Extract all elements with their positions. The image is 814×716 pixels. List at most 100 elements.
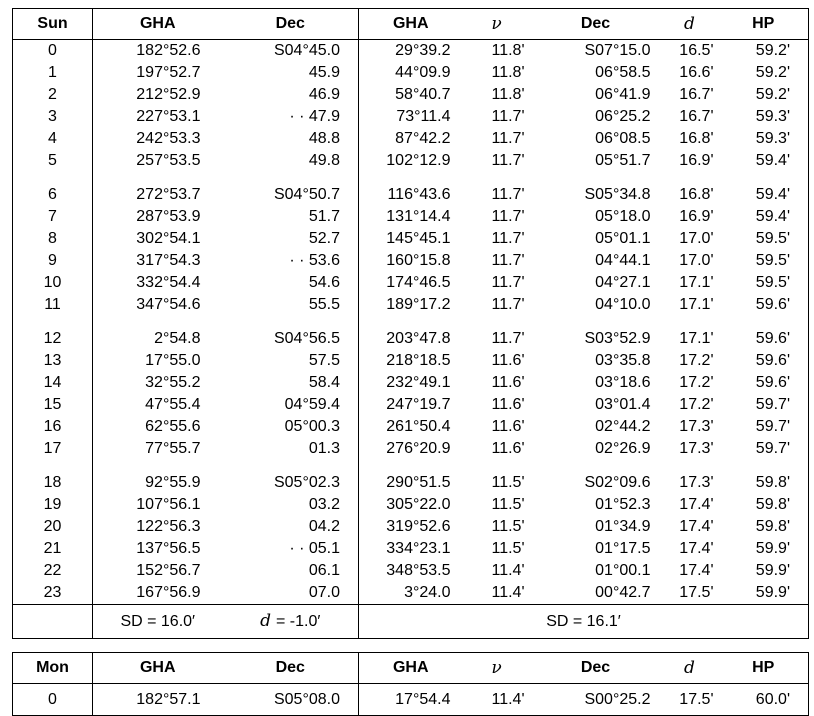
moon-d-cell: 16.8' [679, 130, 714, 147]
moon-gha-cell: 334°23.1 [386, 540, 451, 557]
sun-day-rows: 0 182°52.6 S04°45.0 29°39.2 11.8' S07°15.0 16.… [12, 39, 809, 605]
moon-dec-cell: 01°34.9 [595, 518, 651, 535]
moon-gha-cell: 232°49.1 [386, 374, 451, 391]
moon-nu-cell: 11.6' [491, 440, 525, 457]
moon-hp-cell: 59.5' [755, 252, 790, 269]
moon-gha-cell: 131°14.4 [386, 208, 451, 225]
moon-gha-cell: 203°47.8 [386, 330, 451, 347]
moon-sd-value: SD = 16.1′ [358, 604, 809, 639]
sun-gha-cell: 47°55.4 [145, 396, 201, 413]
moon-dec-cell: 03°01.4 [595, 396, 651, 413]
footer-spacer [12, 604, 93, 639]
moon-dec-cell: 05°18.0 [595, 208, 651, 225]
sun-dec-cell: 58.4 [222, 372, 359, 394]
moon-nu-header: ν [462, 8, 531, 40]
moon-hp-cell: 59.8' [755, 518, 790, 535]
moon-dec-cell: 00°42.7 [595, 584, 651, 601]
hour-row: 9 317°54.3 · · 53.6 160°15.8 11.7' 04°44.1 17.… [12, 250, 809, 272]
sun-gha-header: GHA [92, 8, 223, 40]
sun-gha-cell: 137°56.5 [136, 540, 201, 557]
hour-row: 5 257°53.5 49.8 102°12.9 11.7' 05°51.7 16.9' 59… [12, 150, 809, 172]
sun-gha-cell: 17°55.0 [145, 352, 201, 369]
moon-nu-cell: 11.6' [491, 396, 525, 413]
d-value: = -1.0′ [276, 613, 321, 630]
sun-dec-cell: S05°08.0 [222, 683, 359, 716]
moon-dec-cell: 06°41.9 [595, 86, 651, 103]
moon-gha-header: GHA [358, 8, 463, 40]
sun-dec-header: Dec [222, 8, 359, 40]
moon-hp-cell: 59.9' [755, 562, 790, 579]
moon-dec-cell: S00°25.2 [584, 690, 651, 708]
hour-row: 3 227°53.1 · · 47.9 73°11.4 11.7' 06°25.2 16.7… [12, 106, 809, 128]
hour-cell: 1 [12, 62, 93, 84]
sun-gha-cell: 32°55.2 [145, 374, 201, 391]
hour-cell: 7 [12, 206, 93, 228]
sun-dec-cell: 07.0 [222, 582, 359, 605]
moon-d-cell: 16.8' [679, 186, 714, 203]
moon-dec-cell: 03°18.6 [595, 374, 651, 391]
moon-nu-cell: 11.7' [491, 230, 525, 247]
moon-nu-cell: 11.5' [491, 518, 525, 535]
moon-nu-cell: 11.6' [491, 374, 525, 391]
sun-dec-cell: 45.9 [222, 62, 359, 84]
moon-d-header: d [660, 8, 719, 40]
moon-hp-cell: 59.4' [755, 208, 790, 225]
sun-dec-cell: 49.8 [222, 150, 359, 172]
moon-gha-cell: 73°11.4 [396, 108, 451, 125]
moon-hp-cell: 59.3' [755, 108, 790, 125]
moon-hp-cell: 59.5' [755, 230, 790, 247]
moon-d-cell: 17.1' [679, 330, 714, 347]
sun-dec-cell: 46.9 [222, 84, 359, 106]
moon-dec-cell: S05°34.8 [584, 186, 651, 203]
hour-cell: 18 [12, 460, 93, 494]
sun-dec-cell: 54.6 [222, 272, 359, 294]
moon-hp-header: HP [718, 652, 809, 684]
moon-dec-cell: 05°51.7 [595, 152, 651, 169]
hour-row: 23 167°56.9 07.0 3°24.0 11.4' 00°42.7 17.5' 59.… [12, 582, 809, 605]
moon-hp-cell: 59.9' [755, 584, 790, 601]
hour-row: 4 242°53.3 48.8 87°42.2 11.7' 06°08.5 16.8' 59.… [12, 128, 809, 150]
header-row: Sun GHA Dec GHA ν Dec d HP [12, 8, 809, 40]
moon-hp-cell: 59.8' [755, 496, 790, 513]
moon-hp-cell: 59.6' [755, 330, 790, 347]
moon-dec-cell: 03°35.8 [595, 352, 651, 369]
moon-dec-cell: 04°27.1 [595, 274, 651, 291]
moon-gha-cell: 218°18.5 [386, 352, 451, 369]
hour-row: 19 107°56.1 03.2 305°22.0 11.5' 01°52.3 17.4' 5… [12, 494, 809, 516]
sun-gha-header: GHA [92, 652, 223, 684]
hour-cell: 19 [12, 494, 93, 516]
moon-gha-cell: 189°17.2 [386, 296, 451, 313]
moon-dec-cell: S07°15.0 [584, 42, 651, 59]
sun-dec-cell: 57.5 [222, 350, 359, 372]
moon-gha-cell: 3°24.0 [404, 584, 451, 601]
moon-gha-cell: 102°12.9 [386, 152, 451, 169]
hour-cell: 4 [12, 128, 93, 150]
moon-hp-cell: 59.7' [755, 418, 790, 435]
moon-d-cell: 17.2' [679, 352, 714, 369]
moon-gha-cell: 305°22.0 [386, 496, 451, 513]
day-label: Mon [12, 652, 93, 684]
moon-dec-header: Dec [530, 8, 661, 40]
moon-d-cell: 17.3' [679, 440, 714, 457]
moon-gha-cell: 247°19.7 [386, 396, 451, 413]
moon-nu-cell: 11.5' [491, 474, 525, 491]
moon-nu-cell: 11.7' [491, 330, 525, 347]
hour-cell: 6 [12, 172, 93, 206]
moon-d-cell: 17.3' [679, 474, 714, 491]
hour-row: 0 182°57.1 S05°08.0 17°54.4 11.4' S00°25.2 17.… [12, 683, 809, 716]
sun-gha-cell: 317°54.3 [136, 252, 201, 269]
moon-gha-cell: 319°52.6 [386, 518, 451, 535]
sun-dec-cell: S04°56.5 [222, 316, 359, 350]
hour-cell: 11 [12, 294, 93, 316]
moon-hp-cell: 59.2' [755, 86, 790, 103]
moon-dec-cell: 01°17.5 [595, 540, 651, 557]
moon-gha-header: GHA [358, 652, 463, 684]
moon-d-cell: 16.6' [679, 64, 714, 81]
hour-row: 6 272°53.7 S04°50.7 116°43.6 11.7' S05°34.8 16… [12, 172, 809, 206]
moon-hp-cell: 59.7' [755, 396, 790, 413]
moon-nu-cell: 11.8' [491, 64, 525, 81]
moon-nu-header: ν [462, 652, 531, 684]
hour-row: 22 152°56.7 06.1 348°53.5 11.4' 01°00.1 17.4' 5… [12, 560, 809, 582]
sun-gha-cell: 242°53.3 [136, 130, 201, 147]
hour-row: 8 302°54.1 52.7 145°45.1 11.7' 05°01.1 17.0' 59… [12, 228, 809, 250]
